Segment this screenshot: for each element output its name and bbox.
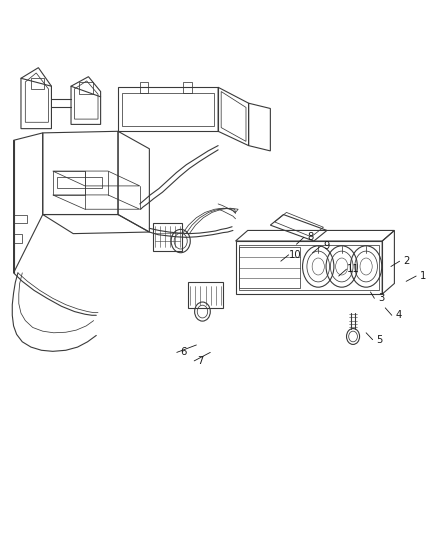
Text: 8: 8 bbox=[307, 232, 314, 243]
Text: 4: 4 bbox=[395, 310, 402, 320]
Text: 11: 11 bbox=[346, 264, 360, 274]
Text: 7: 7 bbox=[198, 356, 204, 366]
Text: 6: 6 bbox=[180, 348, 187, 358]
Text: 2: 2 bbox=[403, 256, 410, 266]
Text: 9: 9 bbox=[324, 241, 330, 252]
Text: 5: 5 bbox=[376, 335, 382, 345]
Text: 3: 3 bbox=[378, 293, 384, 303]
Text: 10: 10 bbox=[289, 250, 301, 260]
Text: 1: 1 bbox=[420, 271, 426, 281]
